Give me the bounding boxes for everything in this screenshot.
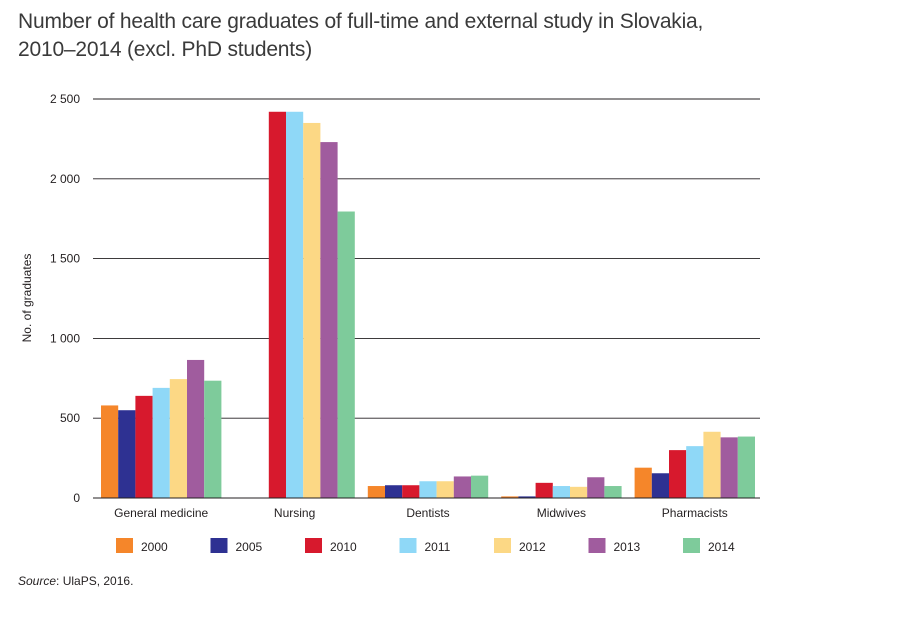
bar bbox=[135, 395, 153, 498]
legend-label: 2013 bbox=[614, 540, 641, 554]
bar bbox=[101, 405, 119, 498]
x-tick-label: Dentists bbox=[406, 506, 449, 520]
bar bbox=[634, 467, 652, 498]
bar bbox=[367, 486, 385, 498]
chart-title: Number of health care graduates of full-… bbox=[18, 8, 898, 64]
legend-swatch bbox=[210, 538, 228, 553]
legend-swatch bbox=[588, 538, 606, 553]
y-axis-label: No. of graduates bbox=[20, 254, 34, 343]
bar bbox=[385, 485, 403, 498]
source-text: : UlaPS, 2016. bbox=[56, 574, 134, 588]
bar bbox=[187, 359, 205, 498]
legend-swatch bbox=[116, 538, 133, 553]
bar bbox=[471, 475, 489, 498]
legend-label: 2000 bbox=[141, 540, 168, 554]
bar bbox=[453, 476, 471, 498]
x-axis-tick-labels: General medicine Nursing Dentists Midwives P… bbox=[114, 506, 728, 520]
bar bbox=[337, 211, 355, 498]
gridlines bbox=[93, 98, 760, 419]
legend-swatch bbox=[305, 538, 322, 553]
bar bbox=[535, 482, 553, 498]
legend-swatch bbox=[494, 538, 511, 553]
bar bbox=[720, 437, 738, 498]
bar bbox=[169, 379, 187, 498]
bar bbox=[703, 431, 721, 498]
y-tick-label: 2 000 bbox=[50, 172, 80, 186]
x-tick-label: Pharmacists bbox=[662, 506, 728, 520]
legend-label: 2005 bbox=[236, 540, 263, 554]
bar bbox=[436, 481, 454, 498]
legend-swatch bbox=[399, 538, 417, 553]
legend-label: 2012 bbox=[519, 540, 546, 554]
bar bbox=[501, 496, 519, 498]
bar bbox=[587, 477, 605, 498]
bar bbox=[402, 485, 420, 498]
bar bbox=[651, 473, 669, 498]
y-tick-label: 1 000 bbox=[50, 331, 80, 345]
x-tick-label: Nursing bbox=[274, 506, 315, 520]
chart-title-line-1: Number of health care graduates of full-… bbox=[18, 10, 704, 33]
bar bbox=[320, 142, 338, 499]
bars bbox=[101, 111, 755, 499]
bar bbox=[737, 436, 755, 498]
bar bbox=[419, 481, 437, 498]
bar bbox=[518, 496, 536, 498]
bar bbox=[286, 111, 304, 498]
legend-label: 2014 bbox=[708, 540, 735, 554]
bar bbox=[152, 387, 170, 498]
y-tick-label: 1 500 bbox=[50, 252, 80, 266]
bar bbox=[570, 486, 588, 498]
y-tick-label: 500 bbox=[60, 411, 80, 425]
legend: 2000 2005 2010 2011 2012 2013 2014 bbox=[116, 538, 735, 554]
bar bbox=[669, 450, 687, 498]
bar bbox=[604, 486, 622, 498]
x-tick-label: Midwives bbox=[537, 506, 586, 520]
bar bbox=[118, 410, 136, 498]
bar bbox=[204, 380, 222, 498]
y-axis-tick-labels: 0 500 1 000 1 500 2 000 2 500 bbox=[50, 92, 80, 505]
bar bbox=[303, 122, 321, 498]
x-tick-label: General medicine bbox=[114, 506, 208, 520]
legend-label: 2010 bbox=[330, 540, 357, 554]
bar bbox=[686, 446, 704, 498]
source-label: Source bbox=[18, 574, 57, 588]
y-tick-label: 2 500 bbox=[50, 92, 80, 106]
legend-swatch bbox=[683, 538, 700, 553]
bar bbox=[552, 486, 570, 498]
bar bbox=[268, 111, 286, 498]
source-note: Source: UlaPS, 2016. bbox=[18, 574, 133, 588]
chart-title-line-2: 2010–2014 (excl. PhD students) bbox=[18, 38, 313, 61]
y-tick-label: 0 bbox=[73, 491, 80, 505]
legend-label: 2011 bbox=[425, 540, 451, 554]
